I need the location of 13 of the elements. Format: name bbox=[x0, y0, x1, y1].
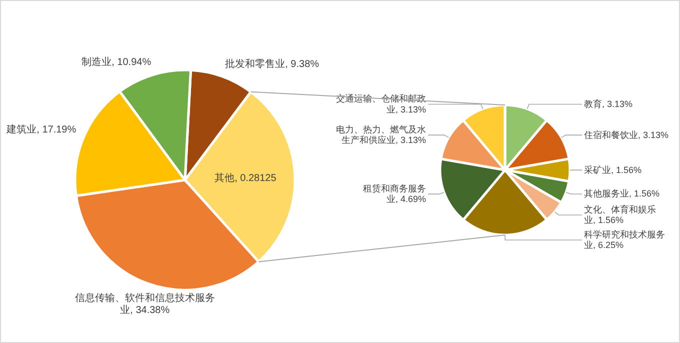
slice-label: 教育, 3.13% bbox=[584, 98, 633, 109]
slice-label: 住宿和餐饮业, 3.13% bbox=[584, 130, 669, 140]
slice-label: 租赁和商务服务业, 4.69% bbox=[363, 183, 426, 204]
slice-label: 建筑业, 17.19% bbox=[6, 123, 76, 136]
slice-label: 其他服务业, 1.56% bbox=[584, 188, 660, 199]
slice-label: 文化、体育和娱乐业, 1.56% bbox=[584, 204, 656, 226]
slice-label: 批发和零售业, 9.38% bbox=[225, 58, 320, 70]
slice-label: 信息传输、软件和信息技术服务业, 34.38% bbox=[74, 292, 215, 316]
slice-label: 科学研究和技术服务业, 6.25% bbox=[584, 229, 665, 250]
slice-label: 其他, 0.28125 bbox=[214, 172, 277, 184]
slice-label: 制造业, 10.94% bbox=[82, 56, 152, 68]
slice-label: 电力、热力、燃气及水生产和供应业, 3.13% bbox=[336, 124, 426, 146]
slice-label: 采矿业, 1.56% bbox=[584, 164, 642, 175]
